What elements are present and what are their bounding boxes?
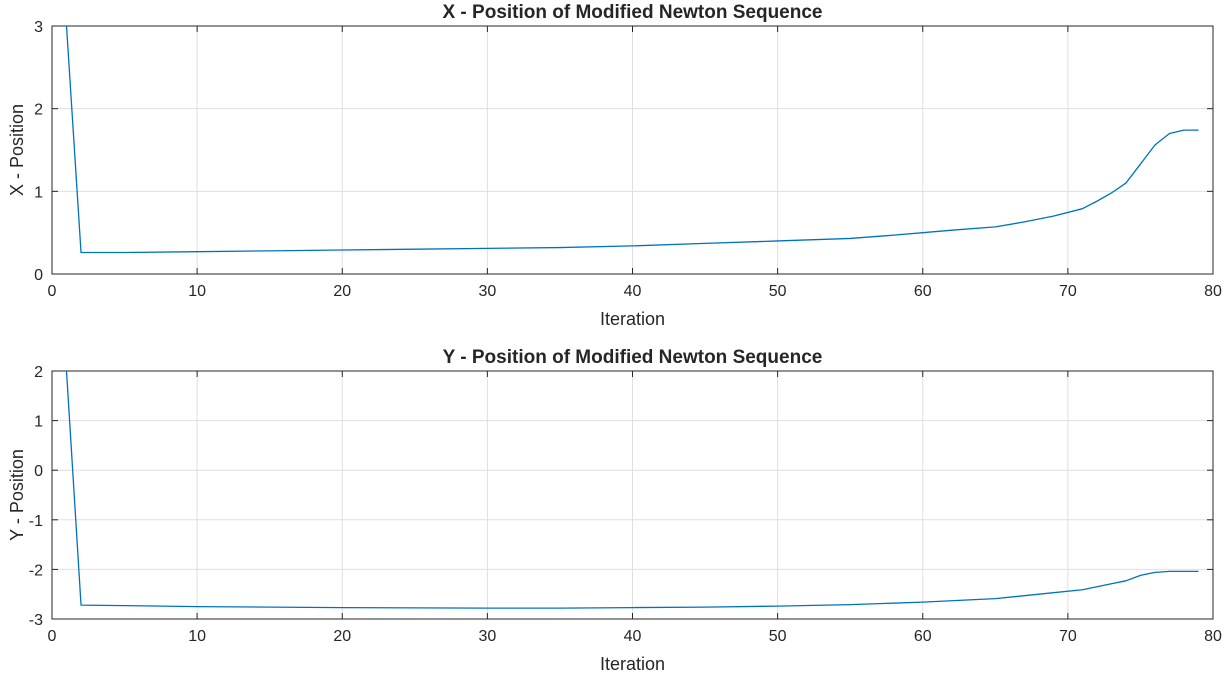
x-position-x-tick-label: 50	[769, 283, 787, 300]
y-position-x-tick-label: 0	[48, 628, 57, 645]
y-position-x-tick-label: 50	[769, 628, 787, 645]
x-position-x-tick-label: 70	[1059, 283, 1077, 300]
y-position-x-tick-label: 20	[333, 628, 351, 645]
y-position-x-axis-label: Iteration	[600, 654, 665, 674]
y-position-x-tick-label: 80	[1204, 628, 1222, 645]
y-position-chart-title: Y - Position of Modified Newton Sequence	[443, 347, 823, 368]
x-position-x-tick-label: 0	[48, 283, 57, 300]
y-position-x-tick-label: 70	[1059, 628, 1077, 645]
x-position-y-tick-label: 0	[34, 267, 43, 284]
y-position-x-tick-label: 40	[624, 628, 642, 645]
y-position-y-tick-label: -1	[29, 513, 43, 530]
y-position-x-tick-label: 30	[478, 628, 496, 645]
x-position-x-tick-label: 30	[478, 283, 496, 300]
x-position-x-tick-label: 40	[624, 283, 642, 300]
y-position-y-tick-label: -2	[29, 562, 43, 579]
x-position-chart: 0 10 20 30 40 50 60 70 80 0 1 2 3 X - Position of Mod…	[7, 2, 1222, 329]
x-position-y-tick-label: 1	[34, 184, 43, 201]
y-position-y-axis-label: Y - Position	[7, 449, 27, 541]
y-position-y-tick-label: 0	[34, 463, 43, 480]
y-position-x-tick-label: 10	[188, 628, 206, 645]
x-position-x-tick-label: 20	[333, 283, 351, 300]
y-position-series-line	[65, 371, 1199, 609]
x-position-x-tick-label: 80	[1204, 283, 1222, 300]
x-position-y-tick-label: 2	[34, 102, 43, 119]
x-position-x-axis-label: Iteration	[600, 309, 665, 329]
y-position-chart: 0 10 20 30 40 50 60 70 80 -3 -2 -1 0 1 2 Y - Position o…	[7, 347, 1222, 674]
x-position-chart-title: X - Position of Modified Newton Sequence	[442, 2, 822, 23]
y-position-y-tick-label: -3	[29, 612, 43, 629]
x-position-x-tick-label: 60	[914, 283, 932, 300]
y-position-y-tick-label: 1	[34, 414, 43, 431]
x-position-series-line	[65, 26, 1199, 254]
y-position-y-tick-label: 2	[34, 364, 43, 381]
y-position-x-tick-label: 60	[914, 628, 932, 645]
x-position-y-axis-label: X - Position	[7, 104, 27, 196]
x-position-y-tick-label: 3	[34, 19, 43, 36]
x-position-x-tick-label: 10	[188, 283, 206, 300]
